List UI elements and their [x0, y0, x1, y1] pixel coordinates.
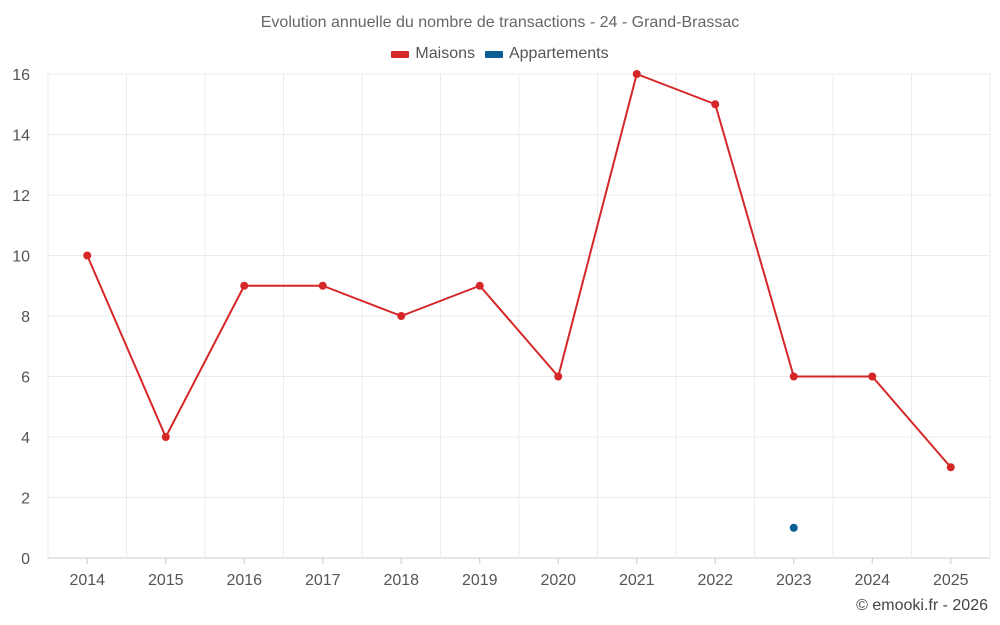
x-tick-label: 2018	[383, 572, 419, 589]
series-line-maisons	[86, 73, 952, 468]
x-tick-label: 2025	[933, 572, 969, 589]
y-tick-label: 6	[21, 370, 30, 387]
data-point-maisons-2016	[240, 281, 249, 290]
data-point-maisons-2014	[83, 251, 92, 260]
x-tick-label: 2022	[697, 572, 733, 589]
data-point-maisons-2025	[946, 463, 955, 472]
y-tick-label: 16	[12, 67, 30, 84]
legend-item-appartements[interactable]: Appartements	[484, 45, 609, 63]
x-tick-label: 2015	[148, 572, 184, 589]
x-tick-label: 2019	[462, 572, 498, 589]
copyright-credit: © emooki.fr - 2026	[856, 597, 988, 614]
legend-swatch-maisons	[391, 50, 410, 58]
data-point-maisons-2020	[554, 372, 563, 381]
x-tick-label: 2016	[226, 572, 262, 589]
chart-title: Evolution annuelle du nombre de transact…	[260, 14, 740, 31]
x-tick-label: 2024	[854, 572, 890, 589]
data-point-maisons-2018	[397, 312, 406, 320]
data-point-maisons-2021	[632, 70, 641, 78]
data-point-maisons-2024	[868, 372, 877, 381]
y-tick-label: 8	[21, 309, 30, 326]
x-tick-label: 2017	[305, 572, 341, 589]
data-point-maisons-2022	[711, 100, 720, 109]
y-tick-label: 0	[21, 551, 30, 568]
legend-label-appartements: Appartements	[508, 45, 609, 62]
y-tick-label: 2	[21, 491, 30, 508]
data-point-appartements-2023	[789, 523, 798, 532]
y-tick-label: 10	[12, 249, 30, 266]
x-tick-label: 2020	[540, 572, 576, 589]
y-tick-label: 14	[12, 128, 30, 145]
y-tick-label: 4	[21, 430, 30, 447]
y-tick-label: 12	[12, 188, 30, 205]
legend-swatch-appartements	[484, 50, 503, 58]
legend-item-maisons[interactable]: Maisons	[391, 45, 475, 63]
data-point-maisons-2019	[475, 281, 484, 290]
x-tick-label: 2023	[776, 572, 812, 589]
data-point-maisons-2017	[318, 281, 327, 290]
chart-legend: Maisons Appartements	[0, 45, 1000, 63]
data-point-maisons-2015	[161, 433, 170, 441]
x-tick-label: 2014	[69, 572, 105, 589]
data-point-maisons-2023	[789, 372, 798, 381]
legend-label-maisons: Maisons	[415, 45, 475, 62]
x-tick-label: 2021	[619, 572, 655, 589]
